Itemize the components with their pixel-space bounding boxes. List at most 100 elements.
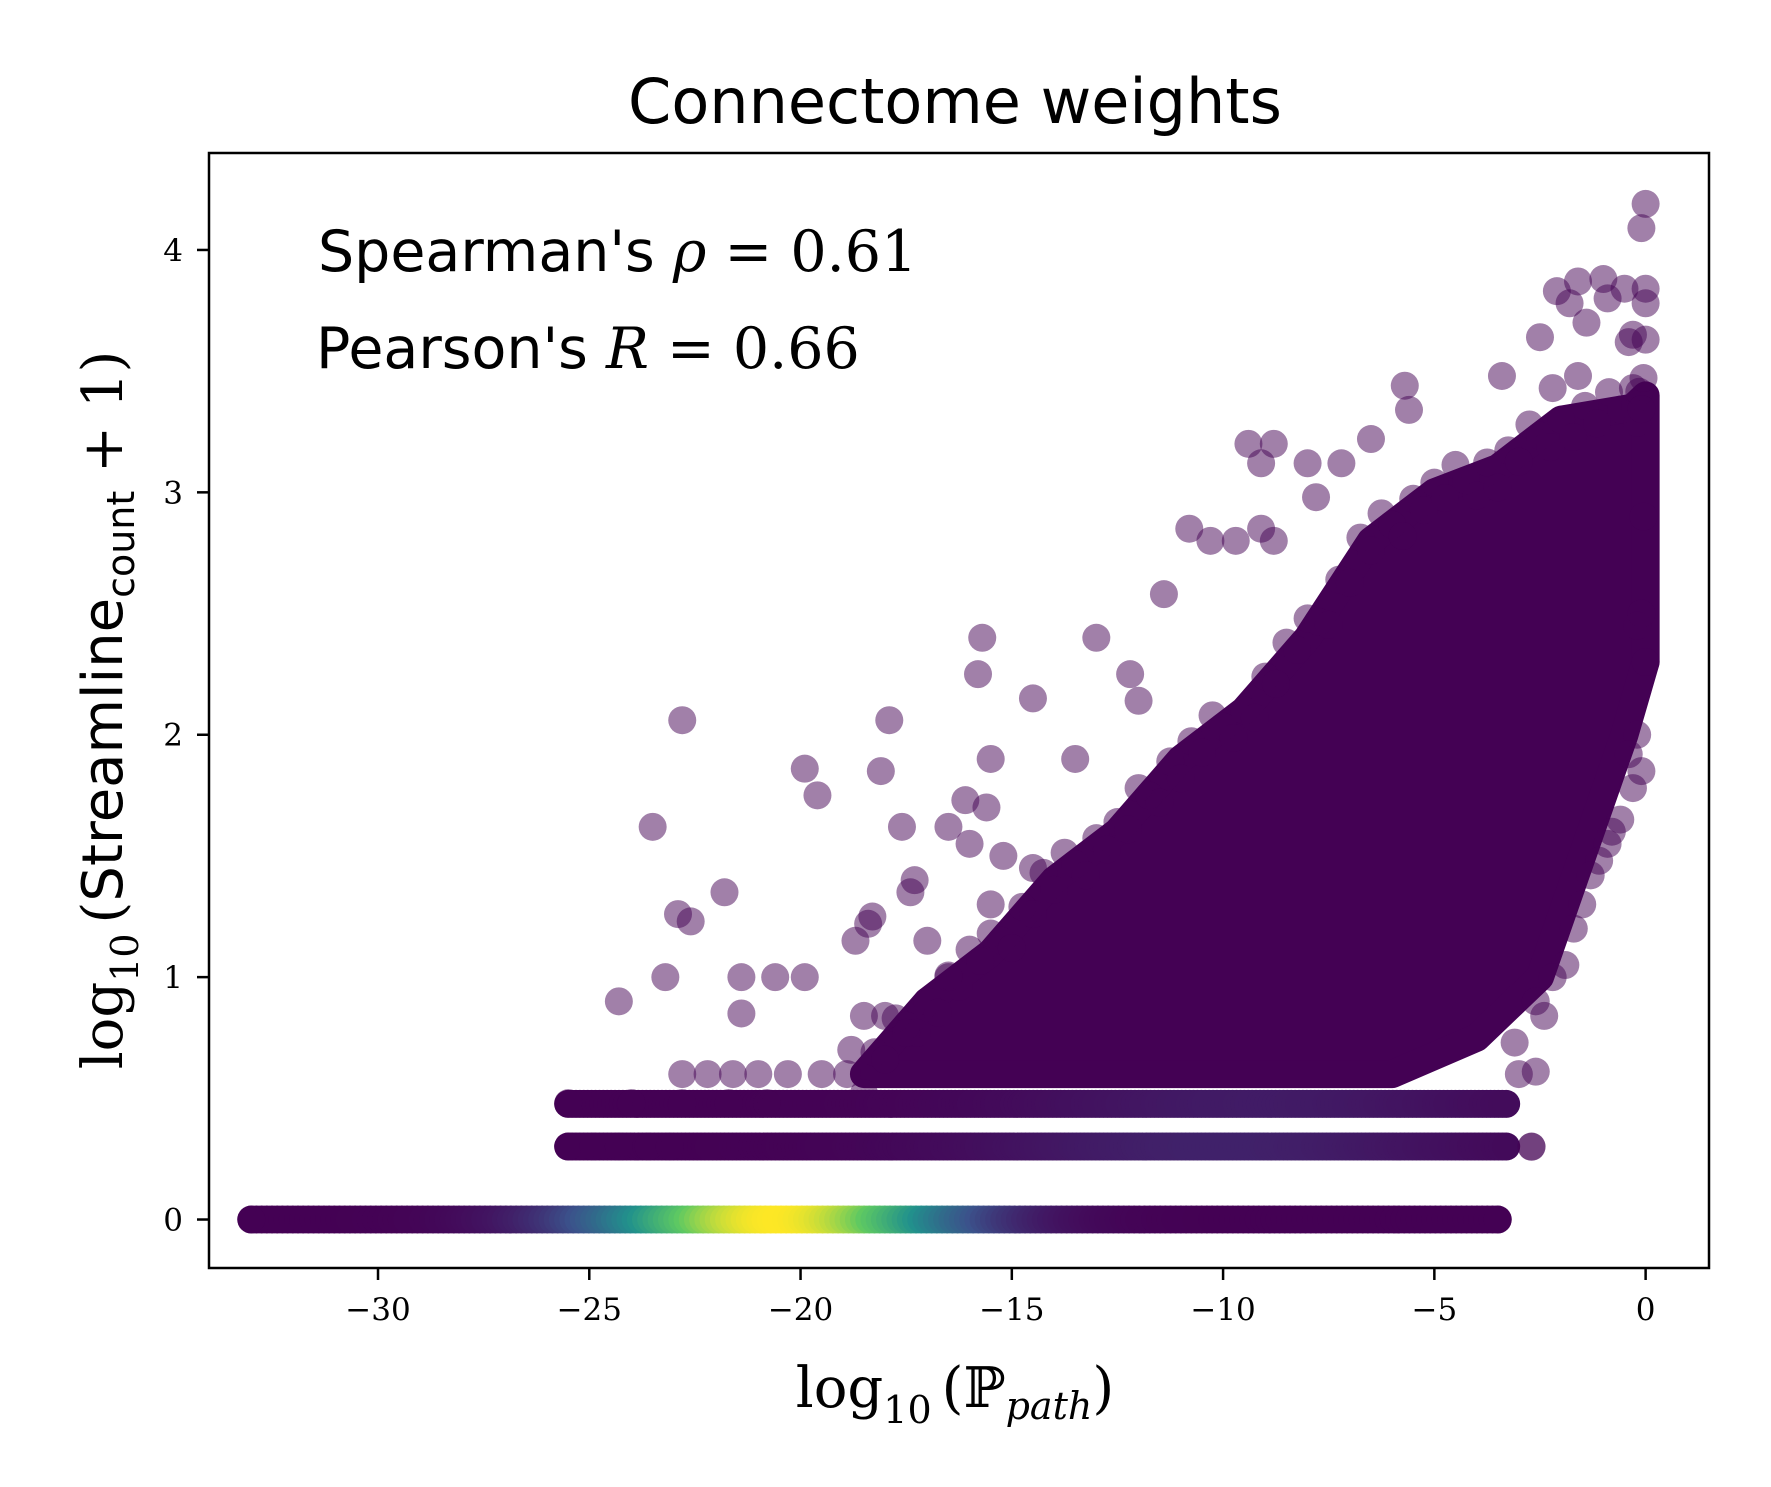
- x-tick-label: −25: [557, 1292, 622, 1328]
- scatter-point: [710, 878, 739, 907]
- outlier-points: [237, 189, 1660, 1234]
- spearman-annotation: Spearman's ρ = 0.61: [318, 219, 917, 285]
- spearman-label: Spearman's: [318, 219, 673, 285]
- y-tick-label: 4: [163, 233, 183, 269]
- scatter-point: [790, 963, 819, 992]
- scatter-point: [579, 1132, 608, 1161]
- scatter-point: [718, 1060, 747, 1089]
- scatter-point: [841, 926, 870, 955]
- plot-frame: [207, 151, 1711, 1270]
- scatter-point: [1631, 648, 1660, 677]
- scatter-point: [875, 706, 904, 735]
- scatter-point: [1572, 308, 1601, 337]
- scatter-point: [554, 1132, 583, 1161]
- x-tick-label: −30: [345, 1292, 410, 1328]
- scatter-point: [668, 1089, 697, 1118]
- scatter-point: [1356, 425, 1385, 454]
- scatter-point: [1629, 502, 1658, 531]
- scatter-point: [1504, 1060, 1533, 1089]
- scatter-point: [1517, 1132, 1546, 1161]
- scatter-point: [1487, 362, 1516, 390]
- x-tick-label: −15: [979, 1292, 1044, 1328]
- scatter-point: [1504, 447, 1533, 476]
- scatter-point: [997, 934, 1026, 963]
- scatter-point: [676, 907, 705, 936]
- scatter-point: [1240, 703, 1269, 732]
- scatter-point: [871, 1045, 900, 1074]
- scatter-point: [651, 963, 680, 992]
- scatter-point: [892, 1018, 921, 1047]
- scatter-point: [1082, 623, 1111, 652]
- x-label-prefix: log: [796, 1356, 883, 1421]
- scatter-point: [237, 1205, 266, 1234]
- scatter-point: [1221, 526, 1250, 555]
- x-tick-label: −10: [1190, 1292, 1255, 1328]
- scatter-point: [1631, 189, 1660, 218]
- scatter-point: [604, 987, 633, 1016]
- scatter-point: [1283, 635, 1312, 664]
- scatter-point: [727, 963, 756, 992]
- density-band: [554, 1132, 1521, 1161]
- y-tick-label: 3: [163, 475, 183, 511]
- y-axis: 0 1 2 3 4: [163, 233, 209, 1239]
- scatter-point: [849, 1001, 878, 1030]
- scatter-point: [837, 1035, 866, 1064]
- y-axis-label: log10 (Streamlinecount + 1): [71, 351, 147, 1070]
- scatter-point: [1568, 890, 1597, 919]
- chart-title: Connectome weights: [628, 65, 1282, 138]
- scatter-point: [1564, 362, 1593, 390]
- scatter-point: [833, 1060, 862, 1089]
- y-tick-label: 0: [163, 1203, 183, 1239]
- scatter-point: [1462, 481, 1491, 510]
- scatter-point: [638, 812, 667, 841]
- spearman-symbol: ρ: [672, 219, 707, 285]
- scatter-point: [1492, 1132, 1521, 1161]
- scatter-point: [1473, 448, 1502, 477]
- scatter-point: [972, 793, 1001, 822]
- scatter-point: [976, 890, 1005, 919]
- scatter-point: [1409, 496, 1438, 525]
- scatter-point: [773, 1060, 802, 1089]
- scatter-point: [871, 1001, 900, 1030]
- density-band: [237, 1205, 1512, 1234]
- scatter-point: [1261, 669, 1290, 698]
- scatter-point: [790, 754, 819, 783]
- scatter-point: [1116, 660, 1145, 689]
- scatter-point: [1327, 449, 1356, 478]
- scatter-point: [1395, 395, 1423, 424]
- scatter-point: [1538, 963, 1567, 992]
- scatter-point: [807, 1060, 836, 1089]
- scatter-point: [1525, 323, 1554, 352]
- density-band: [554, 1089, 1521, 1118]
- scatter-point: [923, 998, 952, 1027]
- scatter-point: [951, 786, 980, 815]
- scatter-point: [1623, 611, 1652, 640]
- pearson-annotation: Pearson's R = 0.66: [316, 316, 860, 382]
- scatter-point: [1124, 686, 1153, 715]
- pearson-value: = 0.66: [649, 316, 860, 382]
- scatter-point: [1302, 483, 1331, 512]
- scatter-point: [1593, 284, 1622, 313]
- scatter-point: [1536, 433, 1565, 462]
- scatter-point: [1092, 835, 1121, 864]
- scatter-point: [554, 1089, 583, 1118]
- spearman-value: = 0.61: [706, 219, 917, 285]
- scatter-point: [1576, 861, 1605, 890]
- scatter-point: [1614, 328, 1643, 357]
- scatter-fringe: [849, 364, 1658, 1108]
- scatter-point: [1071, 861, 1100, 890]
- scatter-point: [1629, 364, 1658, 393]
- scatter-point: [1430, 484, 1459, 513]
- x-tick-label: −20: [768, 1292, 833, 1328]
- scatter-point: [1559, 423, 1588, 452]
- scatter-point: [1564, 267, 1593, 296]
- scatter-point: [668, 1060, 697, 1089]
- scatter-point: [934, 812, 963, 841]
- y-tick-label: 2: [163, 718, 183, 754]
- scatter-point: [1196, 526, 1225, 555]
- scatter-point: [714, 1089, 743, 1118]
- scatter-point: [1492, 1089, 1521, 1118]
- scatter-point: [1040, 875, 1069, 904]
- scatter-point: [693, 1060, 722, 1089]
